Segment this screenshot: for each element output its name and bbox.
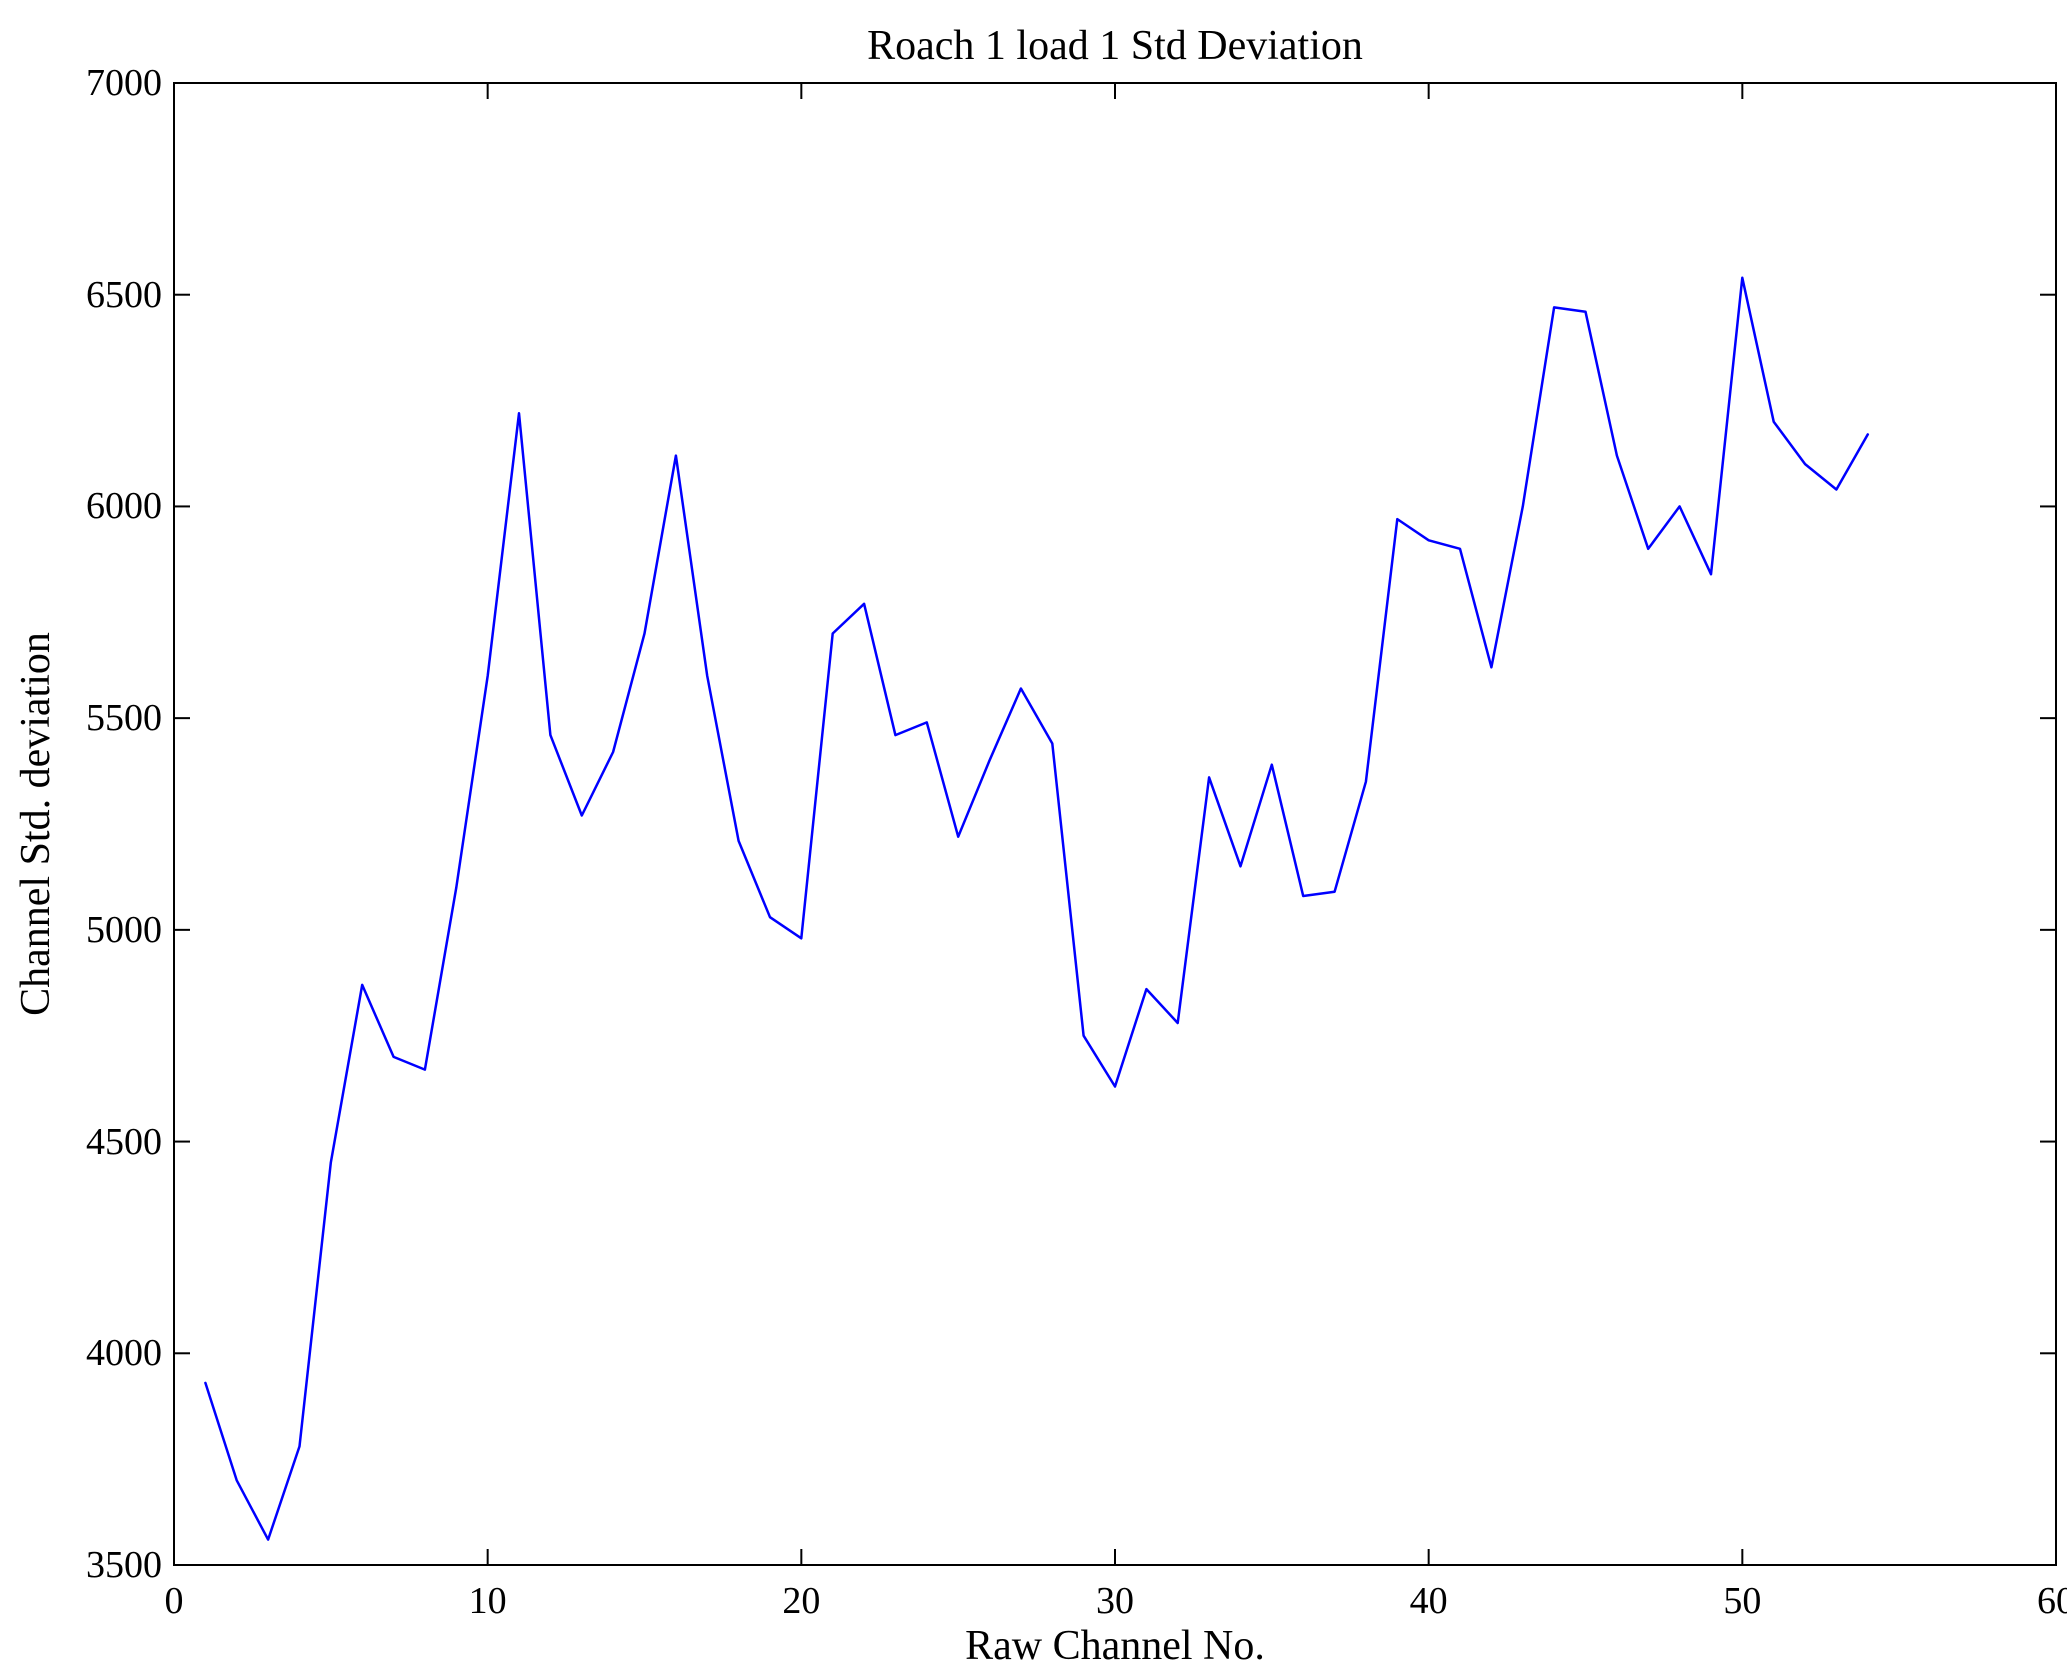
y-tick-label: 5000 [86,908,162,951]
chart-title: Roach 1 load 1 Std Deviation [867,23,1363,69]
data-line [204,276,1870,1541]
y-tick-label: 4000 [86,1332,162,1375]
x-tick-label: 20 [782,1580,821,1622]
x-tick-label: 0 [164,1580,184,1622]
y-tick-label: 5500 [86,697,162,740]
x-tick-label: 10 [468,1580,507,1622]
x-tick-label: 50 [1723,1580,1762,1622]
y-tick-label: 7000 [86,62,162,104]
y-tick-label: 3500 [86,1544,162,1586]
x-tick-label: 60 [2037,1580,2067,1622]
x-tick-label: 30 [1096,1580,1134,1622]
y-tick-label: 6500 [86,273,162,316]
axes-box [173,82,2057,1566]
y-tick-label: 6000 [86,485,162,528]
y-tick-label: 4500 [86,1120,162,1163]
x-tick-label: 40 [1409,1580,1448,1622]
y-axis-label: Channel Std. deviation [13,632,59,1016]
x-axis-label: Raw Channel No. [965,1623,1265,1669]
